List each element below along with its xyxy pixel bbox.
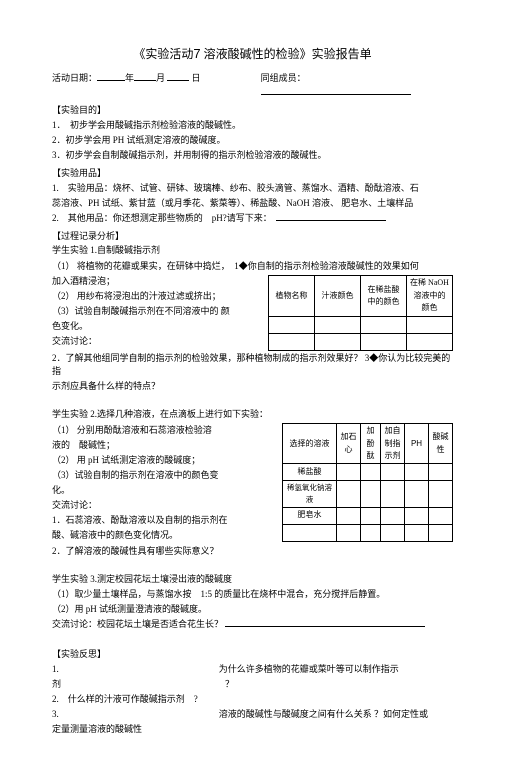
exp2-head: 学生实验 2.选择几种溶液，在点滴板上进行如下实验： <box>52 408 453 422</box>
t1h3: 在稀盐酸 中的颜色 <box>361 276 407 316</box>
exp1-1a: （1） 将植物的花瓣或果实，在研钵中捣烂， 1◆你自制的指示剂检验溶液酸碱性的效… <box>52 260 453 274</box>
table-1: 植物名称 汁液颜色 在稀盐酸 中的颜色 在稀 NaOH溶液中的 颜色 <box>268 275 453 350</box>
t2r3: 肥皂水 <box>283 507 337 524</box>
process-head: 【过程记录分析】 <box>52 230 453 244</box>
exp3-1: （1）取少量土壤样品，与蒸馏水按 1:5 的质量比在烧杯中混合，充分搅拌后静置。 <box>52 588 453 602</box>
t1h1: 植物名称 <box>269 276 315 316</box>
exp3-head: 学生实验 3.测定校园花坛土壤浸出液的酸碱度 <box>52 573 453 587</box>
table-2: 选择的溶液 加石心 加酚酞 加自制指示剂 PH 酸碱性 稀盐酸 稀氢氧化钠溶液 … <box>282 423 453 541</box>
goal-1: 1． 初步学会用酸碱指示剂检验溶液的酸碱性。 <box>52 119 453 133</box>
goal-2: 2．初步学会用 PH 试纸测定溶液的酸碱度。 <box>52 134 453 148</box>
materials-2: 2. 其他用品：你还想测定那些物质的 pH?请写下来： <box>52 212 453 226</box>
q1b: 剂？ <box>52 678 453 692</box>
exp3-discuss: 交流讨论：校园花坛土壤是否适合花生长？ <box>52 618 453 632</box>
t2h0: 选择的溶液 <box>283 424 337 464</box>
goal-head: 【实验目的】 <box>52 104 453 118</box>
materials-1: 1. 实验用品：烧杯、试管、研钵、玻璃棒、纱布、胶头滴管、蒸馏水、酒精、酚酞溶液… <box>52 182 453 196</box>
t1h2: 汁液颜色 <box>315 276 361 316</box>
t2h1: 加石心 <box>337 424 361 464</box>
exp3-2: （2）用 pH 试纸测量澄清液的酸碱度。 <box>52 603 453 617</box>
q3b: 定量测量溶液的酸碱性 <box>52 723 453 737</box>
exp1-head: 学生实验 1.自制酸碱指示剂 <box>52 244 453 258</box>
t2h5: 酸碱性 <box>429 424 453 464</box>
t2r2: 稀氢氧化钠溶液 <box>283 481 337 507</box>
materials-1b: 蕊溶液、PH 试纸、紫甘蓝（或月季花、紫菜等）、稀盐酸、NaOH 溶液、 肥皂水… <box>52 197 453 211</box>
q3: 3.溶液的酸碱性与酸碱度之间有什么关系 ？如何定性或 <box>52 708 453 722</box>
exp1-q2b: 示剂应具备什么样的特点？ <box>52 380 453 394</box>
t2h4: PH <box>405 424 429 464</box>
date-row: 活动日期：年月 日 同组成员： <box>52 72 453 100</box>
t2h3: 加自制指示剂 <box>381 424 405 464</box>
t1h4: 在稀 NaOH溶液中的 颜色 <box>407 276 453 316</box>
page-title: 《实验活动7 溶液酸碱性的检验》实验报告单 <box>52 44 453 64</box>
materials-head: 【实验用品】 <box>52 167 453 181</box>
t2h2: 加酚酞 <box>361 424 381 464</box>
exp1-q2a: 2．了解其他组同学自制的指示剂的检验效果，那种植物制成的指示剂效果好？ 3◆你认… <box>52 352 453 380</box>
t2r1: 稀盐酸 <box>283 464 337 481</box>
reflect-head: 【实验反思】 <box>52 648 453 662</box>
q2: 2. 什么样的汁液可作酸碱指示剂 ? <box>52 693 453 707</box>
goal-3: 3．初步学会自制酸碱指示剂，并用制得的指示剂检验溶液的酸碱性。 <box>52 149 453 163</box>
q1: 1.为什么许多植物的花瓣或菜叶等可以制作指示 <box>52 663 453 677</box>
exp2-q2: 2．了解溶液的酸碱性具有哪些实际意义？ <box>52 545 453 559</box>
